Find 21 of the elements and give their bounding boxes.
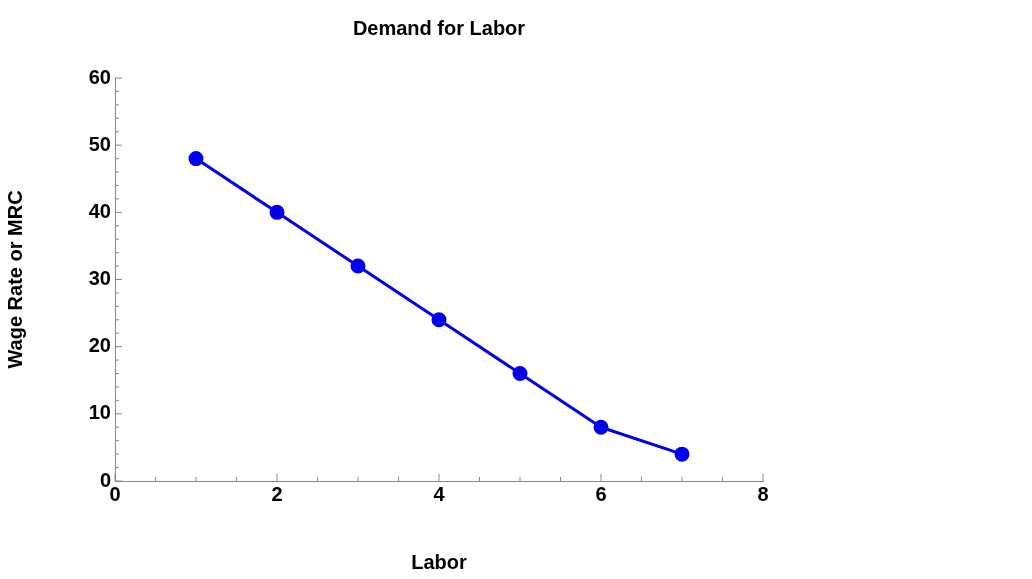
y-tick-label: 20 [88, 334, 111, 357]
point [674, 446, 690, 462]
chart-title: Demand for Labor [352, 16, 526, 39]
point [188, 151, 204, 167]
x-tick-label: 2 [271, 482, 283, 505]
y-tick-label: 0 [99, 468, 111, 491]
point [593, 419, 609, 435]
x-axis-title: Labor [411, 550, 467, 573]
y-tick-label: 30 [88, 267, 111, 290]
y-axis-title: Wage Rate or MRC [3, 190, 26, 369]
point [269, 204, 285, 220]
point [512, 366, 528, 382]
y-tick-label: 50 [88, 132, 111, 155]
y-tick-label: 10 [88, 401, 111, 424]
y-tick-label: 60 [88, 65, 111, 88]
x-tick-label: 8 [757, 482, 769, 505]
point [431, 312, 447, 328]
x-tick-label: 6 [595, 482, 607, 505]
y-tick-label: 40 [88, 199, 111, 222]
point [350, 258, 366, 274]
x-tick-label: 4 [433, 482, 446, 505]
